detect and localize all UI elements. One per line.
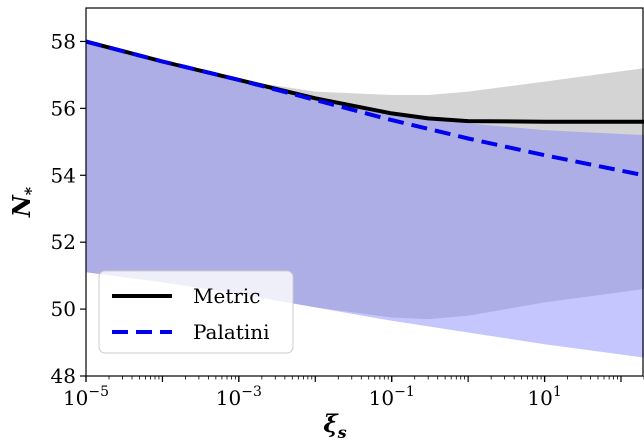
plot-frame	[85, 7, 644, 377]
y-tick-label: 52	[51, 230, 76, 254]
x-tick-label: 10−3	[216, 384, 262, 410]
axis-ticks: 10−5 10−3 10−1 101 48 50 52 54 56 58	[51, 29, 644, 410]
x-tick-label: 101	[527, 384, 561, 410]
legend: Metric Palatini	[98, 270, 294, 354]
y-tick-label: 50	[51, 297, 76, 321]
series-lines	[86, 39, 644, 178]
line-palatini	[86, 39, 644, 178]
y-tick-label: 58	[51, 29, 76, 53]
x-axis-label: ξs	[323, 409, 346, 441]
legend-label-metric: Metric	[193, 284, 261, 308]
y-tick-label: 48	[51, 364, 76, 388]
y-tick-label: 54	[51, 163, 76, 187]
x-tick-label: 10−5	[63, 384, 109, 410]
y-tick-label: 56	[51, 96, 76, 120]
x-tick-label: 10−1	[369, 384, 415, 410]
band-metric	[86, 41, 644, 320]
y-axis-label: N*	[7, 186, 40, 218]
legend-label-palatini: Palatini	[193, 320, 270, 344]
